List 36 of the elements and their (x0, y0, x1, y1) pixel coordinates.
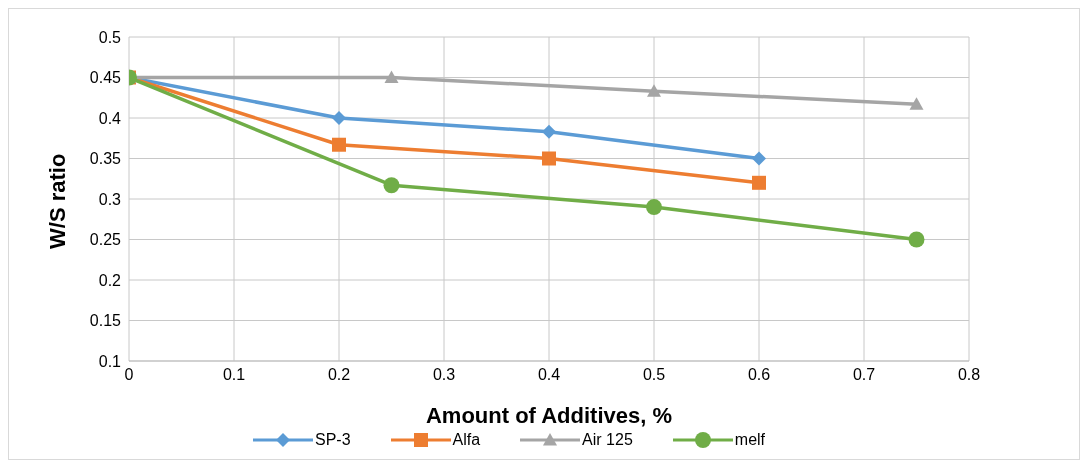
x-tick-label: 0.7 (852, 366, 876, 384)
x-tick-label: 0.2 (327, 366, 351, 384)
x-tick-label: 0 (124, 366, 134, 384)
x-tick-label: 0.4 (537, 366, 561, 384)
y-tick-label: 0.3 (98, 190, 122, 208)
point (542, 124, 556, 139)
point (384, 70, 399, 84)
point (752, 175, 766, 190)
point (908, 231, 925, 248)
y-tick-label: 0.25 (89, 231, 122, 249)
y-tick-label: 0.4 (98, 109, 122, 127)
point (332, 111, 346, 125)
x-tick-label: 0.8 (957, 366, 981, 384)
point (383, 177, 400, 194)
legend-label: melf (734, 431, 766, 449)
y-tick-label: 0.1 (98, 352, 122, 370)
x-tick-label: 0.3 (432, 366, 456, 384)
legend-label: SP-3 (314, 431, 351, 449)
x-axis-title: Amount of Additives, % (425, 403, 673, 428)
y-tick-label: 0.15 (89, 312, 122, 330)
point (909, 97, 924, 110)
x-tick-label: 0.6 (747, 366, 771, 384)
point (542, 151, 556, 166)
x-tick-label: 0.1 (222, 366, 246, 384)
point (752, 151, 766, 166)
x-tick-label: 0.5 (642, 366, 666, 384)
y-tick-label: 0.2 (98, 271, 122, 289)
point (646, 199, 662, 216)
y-tick-label: 0.5 (98, 28, 122, 46)
point (647, 84, 661, 97)
point (332, 137, 346, 152)
y-axis-title: W/S ratio (44, 153, 70, 249)
legend-label: Air 125 (582, 431, 633, 449)
y-tick-label: 0.45 (89, 69, 122, 87)
y-tick-label: 0.35 (89, 150, 122, 168)
legend-label: Alfa (452, 431, 481, 449)
